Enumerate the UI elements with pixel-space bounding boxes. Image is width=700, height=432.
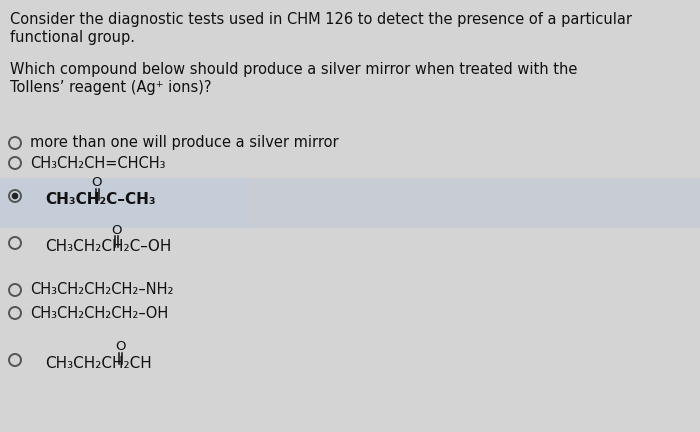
- Text: Consider the diagnostic tests used in CHM 126 to detect the presence of a partic: Consider the diagnostic tests used in CH…: [10, 12, 632, 27]
- Text: CH₃CH₂CH₂CH₂–NH₂: CH₃CH₂CH₂CH₂–NH₂: [30, 283, 174, 298]
- Text: Which compound below should produce a silver mirror when treated with the: Which compound below should produce a si…: [10, 62, 577, 77]
- Text: O: O: [115, 340, 125, 353]
- Text: more than one will produce a silver mirror: more than one will produce a silver mirr…: [30, 136, 339, 150]
- FancyBboxPatch shape: [0, 178, 700, 228]
- Text: functional group.: functional group.: [10, 30, 135, 45]
- Text: CH₃CH₂CH₂C–OH: CH₃CH₂CH₂C–OH: [45, 239, 172, 254]
- FancyBboxPatch shape: [245, 178, 700, 228]
- Text: CH₃CH₂CH₂CH₂–OH: CH₃CH₂CH₂CH₂–OH: [30, 305, 168, 321]
- Text: O: O: [92, 177, 102, 190]
- Text: CH₃CH₂CH=CHCH₃: CH₃CH₂CH=CHCH₃: [30, 156, 165, 171]
- Circle shape: [12, 193, 18, 199]
- Text: CH₃CH₂C–CH₃: CH₃CH₂C–CH₃: [45, 192, 155, 207]
- Text: O: O: [111, 223, 121, 236]
- Text: Tollens’ reagent (Ag⁺ ions)?: Tollens’ reagent (Ag⁺ ions)?: [10, 80, 211, 95]
- Text: CH₃CH₂CH₂CH: CH₃CH₂CH₂CH: [45, 356, 152, 371]
